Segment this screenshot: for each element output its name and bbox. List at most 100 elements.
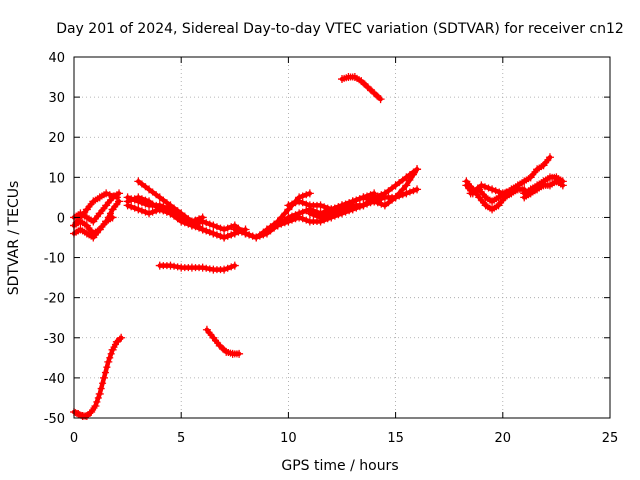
- y-axis-title: SDTVAR / TECUs: [6, 181, 22, 296]
- trace-marker: [163, 208, 171, 216]
- data-point: [220, 225, 229, 234]
- data-point: [391, 181, 400, 190]
- trace-marker: [127, 196, 135, 204]
- y-tick-label: -20: [44, 292, 65, 307]
- data-point: [100, 373, 109, 382]
- trace-marker: [302, 191, 310, 199]
- y-tick-label: -50: [44, 412, 65, 427]
- data-point: [102, 189, 111, 198]
- data-point: [327, 209, 336, 218]
- trace-marker: [206, 220, 214, 228]
- trace-marker: [309, 211, 317, 219]
- data-point: [284, 201, 293, 210]
- data-point: [104, 357, 113, 366]
- trace-marker: [202, 227, 210, 235]
- series-arc-p: [305, 165, 422, 222]
- trace-marker: [202, 264, 210, 272]
- data-point: [166, 201, 175, 210]
- trace-marker: [93, 398, 101, 406]
- grid: [74, 57, 610, 418]
- data-point: [145, 197, 154, 206]
- trace-marker: [363, 199, 371, 207]
- trace-marker: [224, 224, 232, 232]
- data-point: [273, 221, 282, 230]
- trace-marker: [170, 262, 178, 270]
- trace-marker: [94, 394, 102, 402]
- data-point: [91, 401, 100, 410]
- data-point: [241, 229, 250, 238]
- data-point: [316, 213, 325, 222]
- trace-marker: [377, 200, 385, 208]
- data-point: [391, 193, 400, 202]
- trace-marker: [377, 191, 385, 199]
- data-point: [338, 205, 346, 214]
- y-tick-label: -30: [44, 332, 65, 347]
- trace-marker: [170, 204, 178, 212]
- series-arc-v: [520, 177, 567, 202]
- y-tick-label: 0: [57, 211, 65, 226]
- x-axis-title: GPS time / hours: [281, 458, 398, 474]
- data-point: [115, 197, 124, 206]
- data-points: [70, 73, 567, 420]
- data-point: [413, 165, 422, 174]
- trace-marker: [217, 232, 225, 240]
- data-point: [376, 95, 385, 104]
- data-point: [235, 349, 244, 358]
- trace-marker: [288, 216, 296, 224]
- trace-marker: [345, 203, 353, 211]
- trace-marker: [299, 208, 307, 216]
- trace-marker: [159, 196, 167, 204]
- trace-marker: [406, 188, 414, 196]
- data-point: [112, 193, 121, 202]
- x-tick-label: 15: [387, 431, 404, 446]
- data-point: [262, 225, 271, 234]
- trace-marker: [206, 228, 214, 236]
- trace-marker: [131, 195, 139, 203]
- data-point: [220, 265, 229, 274]
- trace-marker: [217, 224, 225, 232]
- data-point: [316, 201, 325, 210]
- data-point: [295, 213, 304, 222]
- trace-marker: [174, 212, 182, 220]
- trace-marker: [495, 188, 503, 196]
- y-tick-label: -10: [44, 252, 65, 267]
- trace-marker: [109, 192, 117, 200]
- data-point: [252, 233, 261, 242]
- trace-marker: [299, 199, 307, 207]
- data-point: [177, 213, 186, 222]
- trace-marker: [406, 171, 414, 179]
- data-point: [87, 407, 96, 416]
- trace-marker: [506, 187, 514, 195]
- data-point: [359, 201, 368, 210]
- series-arc-k: [202, 325, 244, 358]
- data-point: [402, 173, 411, 182]
- trace-marker: [320, 212, 328, 220]
- x-tick-label: 20: [495, 431, 512, 446]
- series-arc-i: [123, 193, 207, 226]
- trace-marker: [259, 231, 267, 239]
- data-point: [108, 213, 117, 222]
- trace-marker: [213, 231, 221, 239]
- trace-marker: [149, 188, 157, 196]
- trace-marker: [313, 212, 321, 220]
- trace-marker: [127, 203, 135, 211]
- x-tick-label: 0: [70, 431, 78, 446]
- data-point: [466, 189, 475, 198]
- data-point: [209, 229, 218, 238]
- trace-marker: [492, 187, 500, 195]
- trace-marker: [270, 223, 278, 231]
- trace-marker: [374, 199, 382, 207]
- data-point: [117, 333, 126, 342]
- data-point: [402, 181, 411, 190]
- trace-marker: [202, 219, 210, 227]
- x-tick-label: 10: [280, 431, 297, 446]
- data-point: [295, 197, 304, 206]
- data-point: [284, 217, 293, 226]
- trace-marker: [281, 219, 289, 227]
- data-point: [558, 181, 567, 190]
- data-point: [198, 263, 207, 272]
- series-arc-h: [134, 177, 239, 242]
- trace-marker: [170, 211, 178, 219]
- data-point: [305, 209, 314, 218]
- data-point: [402, 189, 411, 198]
